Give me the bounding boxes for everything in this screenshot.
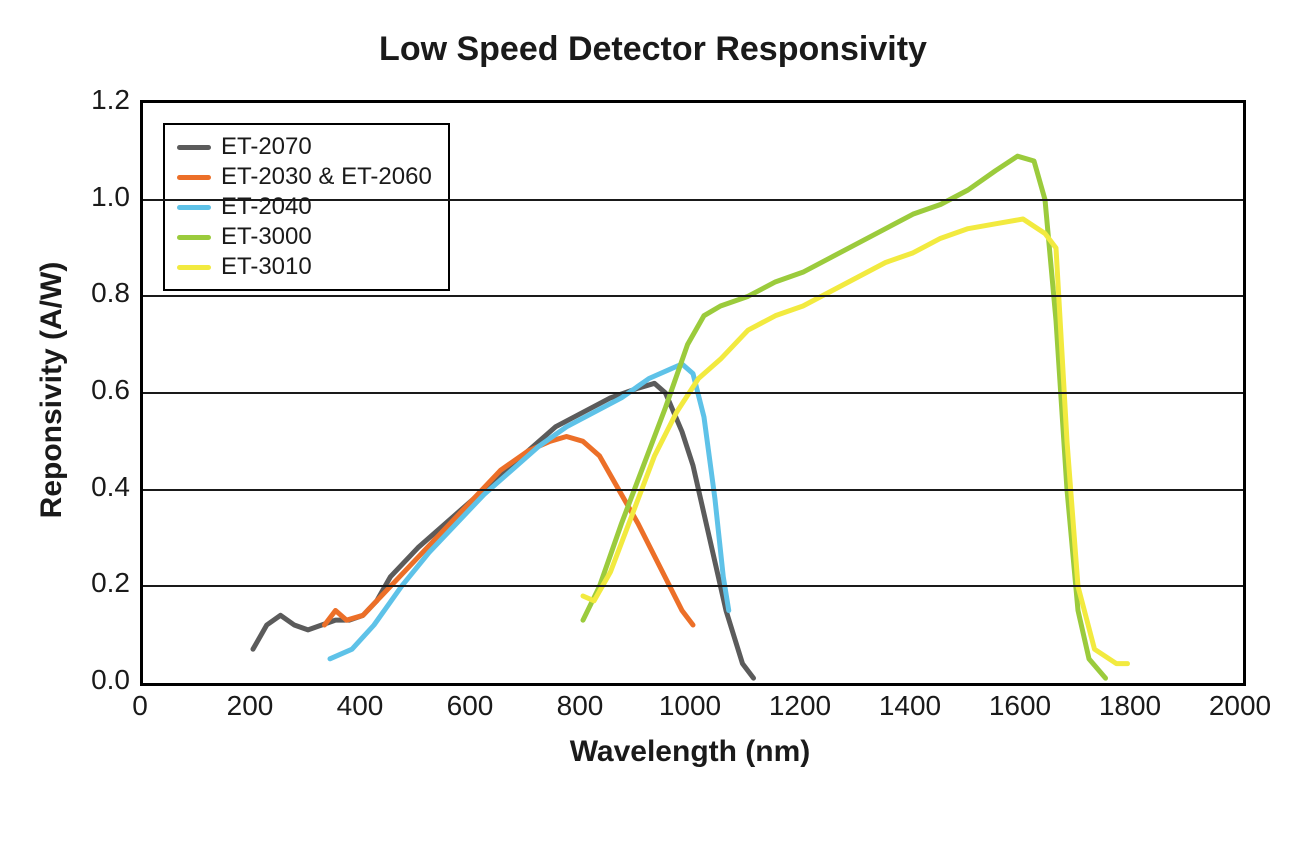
x-tick-label: 600 [430, 690, 510, 722]
x-tick-label: 2000 [1200, 690, 1280, 722]
gridline [143, 392, 1243, 394]
legend-label: ET-3010 [221, 255, 312, 279]
x-tick-label: 0 [100, 690, 180, 722]
legend-item: ET-2070 [177, 135, 432, 159]
gridline [143, 585, 1243, 587]
x-tick-label: 1400 [870, 690, 950, 722]
chart-container: Low Speed Detector Responsivity Reponsiv… [0, 0, 1306, 858]
gridline [143, 295, 1243, 297]
x-tick-label: 1200 [760, 690, 840, 722]
legend: ET-2070ET-2030 & ET-2060ET-2040ET-3000ET… [163, 123, 450, 291]
y-axis-label: Reponsivity (A/W) [35, 240, 69, 540]
chart-title: Low Speed Detector Responsivity [0, 30, 1306, 69]
series-line [325, 437, 694, 626]
x-tick-label: 1600 [980, 690, 1060, 722]
x-axis-label: Wavelength (nm) [140, 735, 1240, 769]
legend-label: ET-2030 & ET-2060 [221, 165, 432, 189]
gridline [143, 489, 1243, 491]
x-tick-label: 1000 [650, 690, 730, 722]
series-line [583, 156, 1106, 678]
legend-item: ET-2030 & ET-2060 [177, 165, 432, 189]
legend-label: ET-2070 [221, 135, 312, 159]
y-tick-label: 0.6 [91, 374, 130, 406]
y-tick-label: 1.0 [91, 181, 130, 213]
series-line [583, 219, 1128, 664]
y-tick-label: 0.4 [91, 471, 130, 503]
legend-swatch [177, 205, 211, 210]
gridline [143, 199, 1243, 201]
x-tick-label: 800 [540, 690, 620, 722]
legend-item: ET-3000 [177, 225, 432, 249]
y-tick-label: 0.2 [91, 567, 130, 599]
series-line [330, 364, 729, 659]
series-line [253, 383, 754, 678]
x-tick-label: 1800 [1090, 690, 1170, 722]
y-tick-label: 0.8 [91, 277, 130, 309]
x-tick-label: 400 [320, 690, 400, 722]
legend-swatch [177, 145, 211, 150]
legend-swatch [177, 175, 211, 180]
legend-swatch [177, 235, 211, 240]
plot-area: ET-2070ET-2030 & ET-2060ET-2040ET-3000ET… [140, 100, 1246, 686]
x-tick-label: 200 [210, 690, 290, 722]
y-tick-label: 1.2 [91, 84, 130, 116]
legend-swatch [177, 265, 211, 270]
legend-item: ET-3010 [177, 255, 432, 279]
legend-label: ET-3000 [221, 225, 312, 249]
